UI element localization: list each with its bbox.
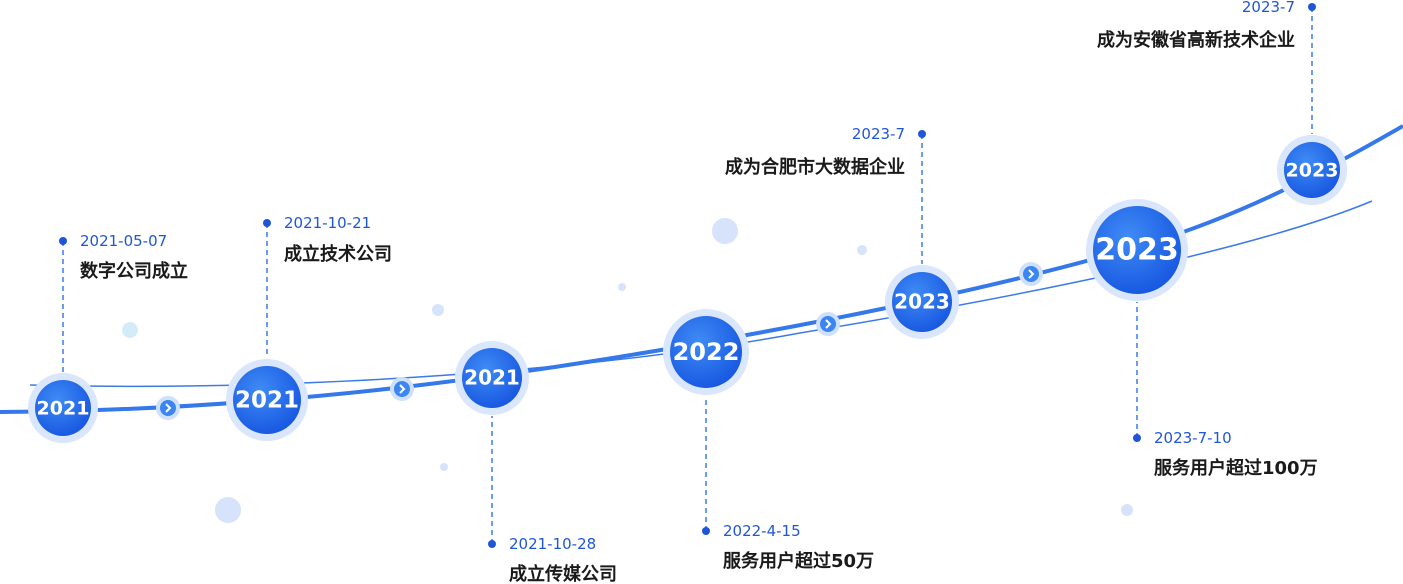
date: 2023-7	[852, 125, 905, 143]
date: 2023-7	[1242, 0, 1295, 16]
badge	[233, 366, 301, 434]
dot	[263, 219, 271, 227]
milestone: 2021 2021-10-28 成立传媒公司	[455, 341, 617, 584]
dot	[59, 237, 67, 245]
milestone: 2023 2023-7-10 服务用户超过100万	[1086, 199, 1318, 479]
date: 2022-4-15	[723, 522, 801, 540]
badge	[670, 316, 742, 388]
badge-year: 2023	[894, 290, 950, 314]
event-label: 服务用户超过100万	[1154, 457, 1318, 479]
badge-year: 2022	[673, 338, 740, 366]
milestone: 2023 2023-7 成为安徽省高新技术企业	[1097, 0, 1347, 205]
badge	[1093, 206, 1181, 294]
milestone: 2021 2021-05-07 数字公司成立	[28, 232, 188, 443]
milestone: 2022 2022-4-15 服务用户超过50万	[663, 309, 874, 572]
date: 2023-7-10	[1154, 429, 1232, 447]
event-label: 成立传媒公司	[509, 563, 617, 584]
badge-year: 2021	[235, 388, 299, 414]
event-label: 成为合肥市大数据企业	[725, 156, 905, 178]
badge	[35, 380, 91, 436]
badge-year: 2023	[1095, 233, 1179, 268]
dot	[702, 527, 710, 535]
dot	[488, 540, 496, 548]
date: 2021-10-21	[284, 214, 371, 232]
milestone: 2021 2021-10-21 成立技术公司	[226, 214, 392, 441]
arrows	[156, 262, 1043, 420]
milestone: 2023 2023-7 成为合肥市大数据企业	[725, 125, 959, 339]
date: 2021-05-07	[80, 232, 167, 250]
badge-year: 2021	[37, 398, 90, 420]
event-label: 成为安徽省高新技术企业	[1097, 29, 1295, 51]
event-label: 数字公司成立	[80, 260, 188, 282]
dot	[1133, 434, 1141, 442]
dot	[918, 130, 926, 138]
badge	[892, 272, 952, 332]
badge	[462, 348, 522, 408]
badge-year: 2021	[464, 366, 520, 390]
event-label: 服务用户超过50万	[723, 550, 874, 572]
dot	[1308, 3, 1316, 11]
badge-year: 2023	[1286, 160, 1339, 182]
event-label: 成立技术公司	[284, 243, 392, 265]
badge	[1284, 142, 1340, 198]
date: 2021-10-28	[509, 535, 596, 553]
decorations	[122, 218, 1133, 523]
